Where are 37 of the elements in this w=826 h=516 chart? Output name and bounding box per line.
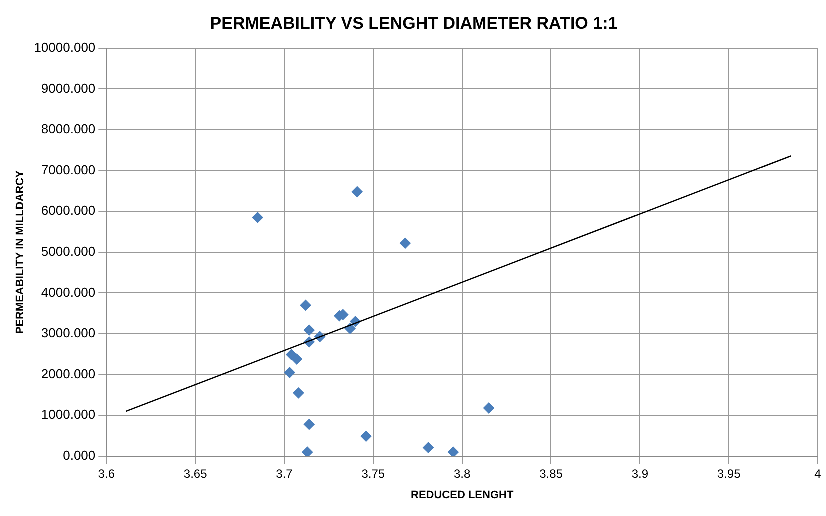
y-tick-label: 8000.000 xyxy=(41,122,96,137)
point xyxy=(360,430,372,442)
y-tick-label: 10000.000 xyxy=(34,40,96,55)
y-tick-label: 6000.000 xyxy=(41,203,96,218)
x-tick-label: 3.65 xyxy=(184,466,208,481)
y-tick-label: 9000.000 xyxy=(41,80,96,96)
point xyxy=(300,300,312,311)
x-tick-label: 3.85 xyxy=(540,466,564,481)
y-tick-label: 0.000 xyxy=(63,448,96,463)
point xyxy=(284,367,296,378)
x-tick-label: 4 xyxy=(814,466,822,481)
x-axis-title: REDUCED LENGHT xyxy=(410,489,514,502)
point xyxy=(423,442,434,454)
point xyxy=(302,446,314,456)
point xyxy=(304,324,315,336)
y-tick-label: 3000.000 xyxy=(41,326,96,341)
y-tick-label: 5000.000 xyxy=(41,244,96,259)
x-tick-label: 3.6 xyxy=(98,466,116,481)
x-tick-label: 3.9 xyxy=(632,466,649,481)
y-tick-label: 4000.000 xyxy=(41,284,96,300)
point xyxy=(293,388,304,399)
point xyxy=(400,238,411,249)
x-tick-label: 3.95 xyxy=(717,466,742,481)
x-tick-label: 3.8 xyxy=(454,466,471,481)
y-tick-label: 2000.000 xyxy=(41,366,96,382)
chart-title: PERMEABILITY VS LENGHT DIAMETER RATIO 1:1 xyxy=(210,14,618,33)
x-tick-label: 3.7 xyxy=(276,466,294,481)
point xyxy=(291,354,302,365)
point xyxy=(352,186,363,198)
point xyxy=(484,402,494,414)
y-tick-label: 7000.000 xyxy=(41,162,96,178)
point xyxy=(448,446,459,456)
y-tick-label: 1000.000 xyxy=(41,407,96,422)
x-tick-label: 3.75 xyxy=(362,466,386,481)
y-axis-title: PERMEABILITY IN MILLDARCY xyxy=(14,170,27,334)
point xyxy=(252,212,264,224)
point xyxy=(304,419,315,430)
